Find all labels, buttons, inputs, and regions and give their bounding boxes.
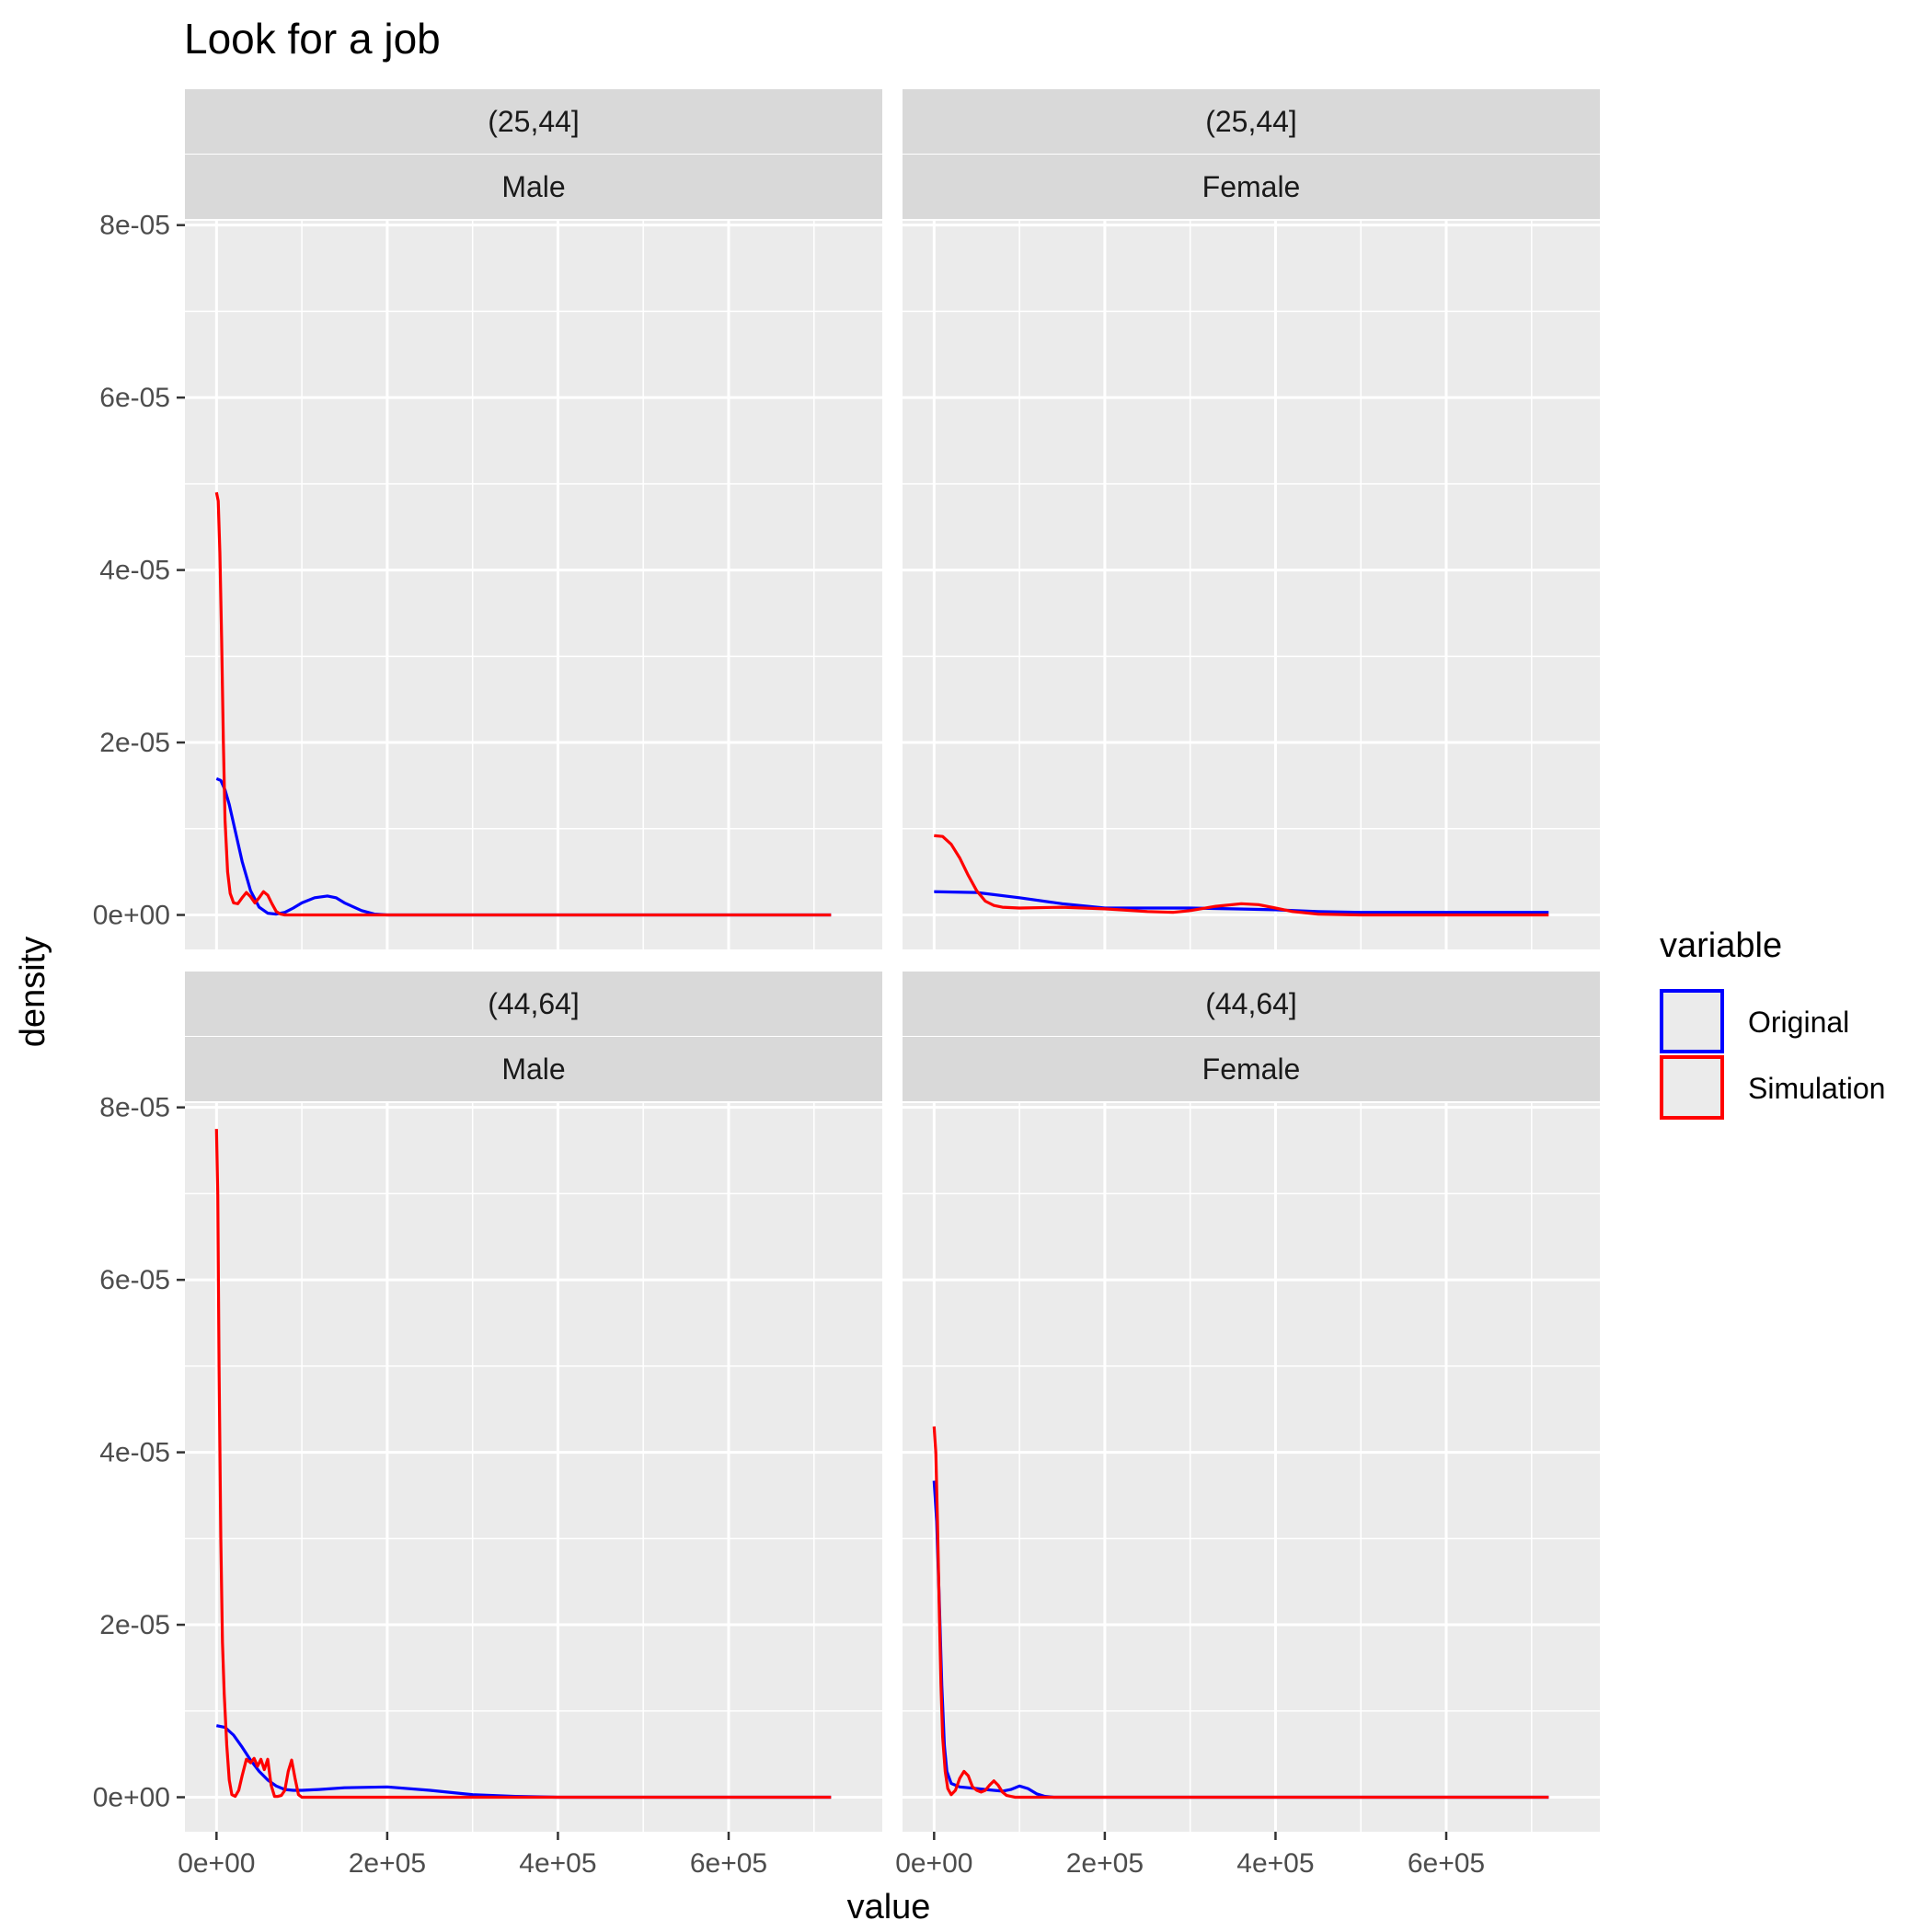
x-tick-label: 2e+05 xyxy=(1066,1848,1144,1879)
y-tick-label: 0e+00 xyxy=(93,901,170,931)
x-tick-label: 4e+05 xyxy=(1236,1848,1314,1879)
y-tick-label: 4e-05 xyxy=(99,1438,170,1468)
plot-background xyxy=(903,1103,1600,1832)
legend-title: variable xyxy=(1660,926,1782,965)
facet-strip-age-label: (44,64] xyxy=(488,987,580,1020)
facet-strip-age-label: (25,44] xyxy=(1205,105,1297,138)
facet-panel-3: (44,64] Male 0e+00 2e-05 4e-05 6e-05 8e-05 0e+0… xyxy=(93,972,882,1879)
y-tick-label: 4e-05 xyxy=(99,556,170,586)
facet-strip-sex-label: Male xyxy=(501,170,565,203)
x-tick-label: 0e+00 xyxy=(178,1848,255,1879)
plot-background xyxy=(903,221,1600,949)
plot-background xyxy=(185,1103,882,1832)
facet-strip-age xyxy=(185,89,882,154)
facet-panel-1: (25,44] Male 0e+00 2e-05 4e-05 6e-05 8e-05 xyxy=(93,89,882,949)
y-tick-label: 8e-05 xyxy=(99,211,170,241)
series-line-simulation xyxy=(932,1426,1549,1800)
y-tick-label: 8e-05 xyxy=(99,1093,170,1123)
y-tick-label: 0e+00 xyxy=(93,1783,170,1813)
x-tick-label: 4e+05 xyxy=(519,1848,596,1879)
x-tick-label: 2e+05 xyxy=(349,1848,426,1879)
x-tick-label: 0e+00 xyxy=(895,1848,972,1879)
y-axis-title: density xyxy=(14,937,52,1047)
y-tick-label: 2e-05 xyxy=(99,1610,170,1640)
legend-label-original: Original xyxy=(1748,1006,1849,1039)
facet-strip-age xyxy=(185,972,882,1036)
y-tick-label: 6e-05 xyxy=(99,1265,170,1295)
facet-strip-sex xyxy=(185,155,882,219)
facet-strip-age-label: (25,44] xyxy=(488,105,580,138)
legend-label-simulation: Simulation xyxy=(1748,1072,1885,1105)
x-tick-label: 6e+05 xyxy=(1408,1848,1485,1879)
y-tick-label: 6e-05 xyxy=(99,383,170,413)
facet-strip-age xyxy=(903,89,1600,154)
series-line-simulation xyxy=(934,834,1549,917)
chart-title: Look for a job xyxy=(184,15,441,63)
facet-panel-2: (25,44] Female xyxy=(903,89,1600,949)
series-line-simulation xyxy=(214,491,832,917)
facet-strip-sex xyxy=(903,155,1600,219)
facet-strip-sex xyxy=(185,1037,882,1101)
facet-strip-sex-label: Male xyxy=(501,1052,565,1086)
x-tick-label: 6e+05 xyxy=(690,1848,767,1879)
legend-key-original xyxy=(1660,989,1724,1053)
panels-layer: (25,44]Male0e+002e-054e-056e-058e-05(25,… xyxy=(93,89,1600,1879)
legend: variable Original Simulation xyxy=(1660,926,1885,1120)
facet-panel-4: (44,64] Female 0e+00 2e+05 4e+05 6e+05 xyxy=(895,972,1600,1879)
facet-strip-sex xyxy=(903,1037,1600,1101)
facet-strip-sex-label: Female xyxy=(1202,170,1301,203)
facet-strip-sex-label: Female xyxy=(1202,1052,1301,1086)
series-line-original xyxy=(934,890,1549,914)
legend-key-simulation xyxy=(1660,1055,1724,1120)
x-axis-title: value xyxy=(847,1888,931,1926)
facet-strip-age xyxy=(903,972,1600,1036)
series-line-simulation xyxy=(214,1129,832,1800)
plot-background xyxy=(185,221,882,949)
y-tick-label: 2e-05 xyxy=(99,728,170,758)
facet-strip-age-label: (44,64] xyxy=(1205,987,1297,1020)
